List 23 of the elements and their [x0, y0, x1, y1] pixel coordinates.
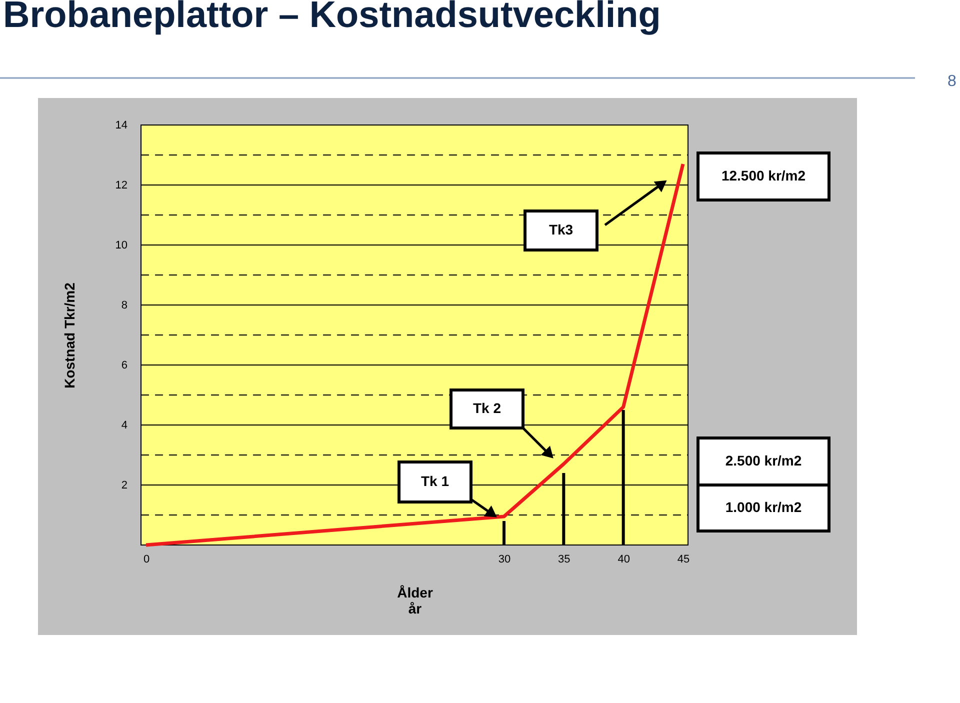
annotation: Tk3	[548, 222, 574, 238]
x-tick-label: 45	[677, 554, 690, 566]
y-tick-label: 6	[121, 360, 128, 372]
y-tick-label: 14	[115, 120, 128, 132]
chart-title: Brobaneplattor – Kostnadsutveckling	[3, 0, 661, 35]
line-series	[144, 162, 685, 547]
annotation: Tk 2	[472, 400, 502, 416]
x-axis-title: Ålder år	[397, 584, 434, 616]
annotation: Tk 1	[420, 473, 450, 489]
y-tick-label: 4	[121, 420, 128, 432]
y-tick-label: 12	[115, 180, 128, 192]
y-tick-label: 8	[121, 300, 128, 312]
x-tick-label: 30	[498, 554, 511, 566]
x-tick-label: 0	[143, 554, 150, 566]
text: 1.000 kr/m2	[725, 499, 802, 515]
y-tick-label: 2	[121, 480, 128, 492]
x-tick-label: 35	[558, 554, 570, 566]
x-tick-label: 40	[618, 554, 630, 566]
y-axis-title: Kostnad Tkr/m2	[61, 282, 78, 388]
text: 12.500 kr/m2	[721, 168, 806, 184]
y-tick-label: 10	[115, 240, 128, 252]
text: 8	[948, 73, 957, 90]
text: 2.500 kr/m2	[725, 452, 802, 468]
